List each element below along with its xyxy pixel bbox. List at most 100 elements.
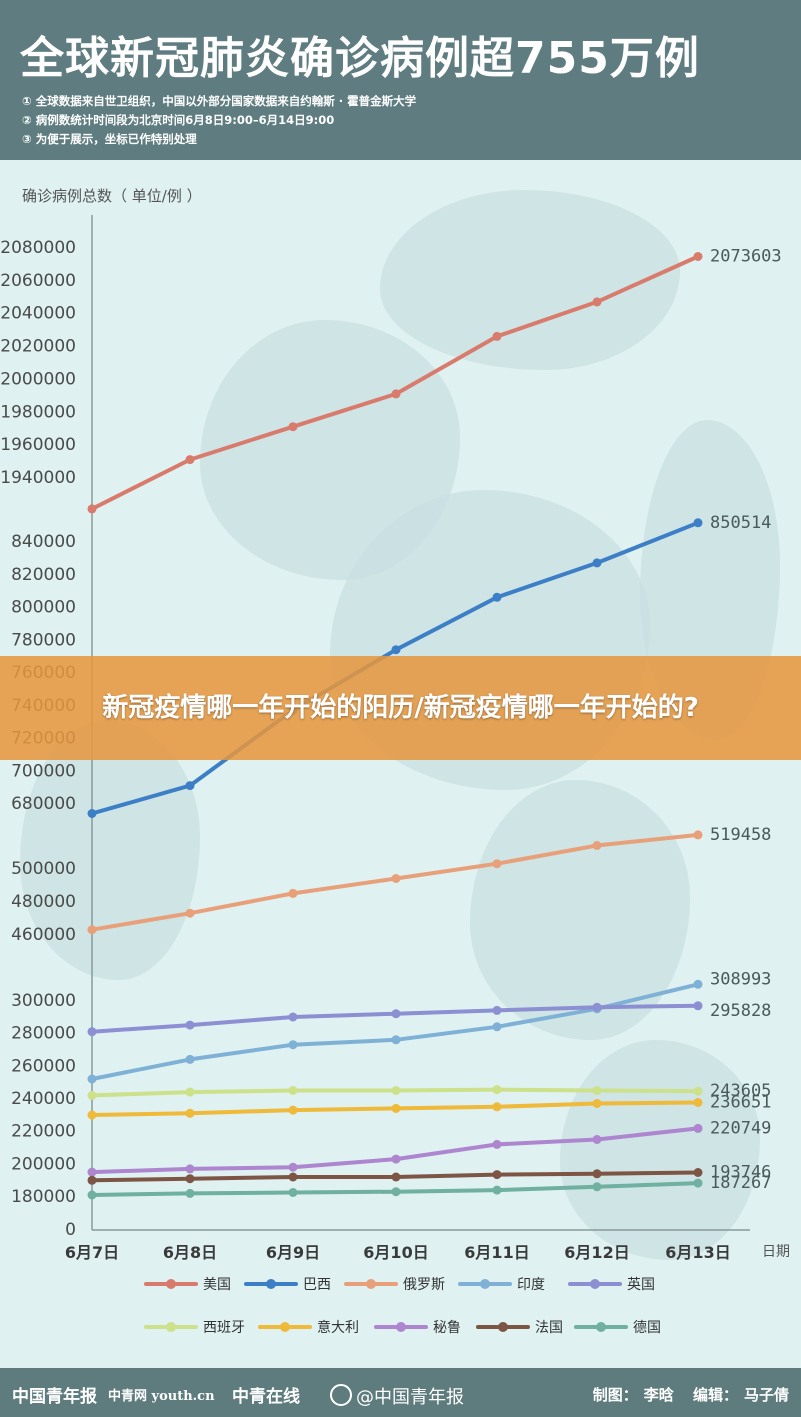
data-point (693, 1123, 703, 1133)
x-tick-label: 6月9日 (266, 1243, 320, 1262)
banner-text: 新冠疫情哪一年开始的阳历/新冠疫情哪一年开始的? (102, 693, 699, 723)
legend-marker (596, 1322, 606, 1332)
data-point (391, 645, 401, 655)
line-chart: 确诊病例总数（ 单位/例 ） 日期 2080000 2060000 2040000 2… (0, 187, 790, 1336)
y-tick-label: 220000 (11, 1122, 76, 1142)
end-value-label: 193746 (710, 1163, 771, 1183)
data-point (185, 1108, 195, 1118)
notes: ① 全球数据来自世卫组织，中国以外部分国家数据来自约翰斯 · 霍普金斯大学 ② … (22, 92, 416, 149)
x-tick-label: 6月7日 (65, 1243, 119, 1262)
legend-label: 法国 (535, 1320, 563, 1336)
y-tick-label: 680000 (11, 794, 76, 814)
y-tick-label: 840000 (11, 532, 76, 552)
y-tick-label: 780000 (11, 630, 76, 650)
data-point (391, 1086, 401, 1095)
data-point (391, 1035, 401, 1045)
data-point (391, 1172, 401, 1182)
data-point (693, 1168, 703, 1177)
end-value-label: 243605 (710, 1081, 771, 1101)
data-point (288, 1105, 298, 1115)
x-axis-label: 日期 (762, 1244, 790, 1260)
legend-marker (396, 1322, 406, 1332)
data-point (391, 1009, 401, 1019)
note-1: ① 全球数据来自世卫组织，中国以外部分国家数据来自约翰斯 · 霍普金斯大学 (22, 94, 417, 108)
data-point (391, 389, 401, 399)
data-point (87, 1090, 97, 1100)
legend-marker (266, 1279, 276, 1289)
data-point (693, 979, 703, 989)
data-point (492, 1022, 502, 1032)
data-point (592, 297, 602, 307)
data-point (592, 1169, 602, 1179)
y-tick-label: 2020000 (0, 337, 76, 357)
y-tick-label: 180000 (11, 1187, 76, 1207)
credit-editor-label: 编辑： (692, 1386, 738, 1404)
x-tick-labels: 6月7日 6月8日 6月9日 6月10日 6月11日 6月12日 6月13日 (65, 1243, 731, 1262)
logo-youth: 中青网 youth.cn (108, 1389, 215, 1404)
data-point (391, 1154, 401, 1164)
data-point (87, 1167, 97, 1177)
data-point (87, 809, 97, 818)
data-point (87, 1074, 97, 1084)
data-point (492, 1102, 502, 1112)
end-value-label: 308993 (710, 969, 771, 989)
x-tick-label: 6月11日 (464, 1243, 529, 1262)
data-point (592, 1099, 602, 1108)
data-point (87, 1175, 97, 1185)
end-value-label: 519458 (710, 825, 771, 845)
y-tick-label: 2040000 (0, 304, 76, 324)
data-point (693, 830, 703, 840)
data-point (185, 1174, 195, 1184)
legend-marker (498, 1322, 508, 1332)
data-point (87, 1110, 97, 1120)
data-point (592, 1182, 602, 1192)
legend-marker (166, 1322, 176, 1332)
end-value-label: 220749 (710, 1118, 771, 1138)
end-value-label: 2073603 (710, 247, 782, 267)
weibo-icon (330, 1384, 352, 1406)
data-point (693, 252, 703, 261)
y-tick-label: 1960000 (0, 435, 76, 455)
data-point (592, 1086, 602, 1095)
y-tick-label: 0 (65, 1220, 76, 1240)
weibo-text: @中国青年报 (356, 1387, 464, 1408)
y-tick-label: 820000 (11, 565, 76, 585)
data-point (288, 1188, 298, 1197)
data-point (492, 1170, 502, 1180)
data-point (391, 1187, 401, 1197)
data-point (288, 1086, 298, 1095)
weibo-handle: @中国青年报 (330, 1383, 464, 1409)
world-map-background (0, 160, 801, 1368)
data-point (592, 1135, 602, 1144)
credit-editor: 马子倩 (743, 1386, 789, 1404)
credits: 制图： 李晗 编辑： 马子倩 (587, 1384, 789, 1405)
data-point (592, 558, 602, 568)
x-tick-label: 6月12日 (564, 1243, 629, 1262)
legend-label: 巴西 (303, 1277, 331, 1293)
overlay-banner: 新冠疫情哪一年开始的阳历/新冠疫情哪一年开始的? (0, 656, 801, 760)
data-point (492, 331, 502, 341)
data-point (185, 1020, 195, 1030)
series-line-0 (90, 254, 700, 511)
y-tick-label: 2080000 (0, 238, 76, 258)
data-point (492, 1139, 502, 1149)
data-point (693, 1178, 703, 1188)
y-tick-label: 240000 (11, 1089, 76, 1109)
y-tick-label: 460000 (11, 925, 76, 945)
legend-label: 德国 (633, 1320, 661, 1336)
credit-maker: 李晗 (643, 1386, 674, 1404)
end-value-label: 295828 (710, 1001, 771, 1021)
data-point (185, 1087, 195, 1097)
data-point (288, 1162, 298, 1172)
legend-marker (480, 1279, 490, 1289)
data-point (87, 504, 97, 514)
data-point (185, 1054, 195, 1064)
data-point (391, 1103, 401, 1113)
y-tick-label: 300000 (11, 991, 76, 1011)
x-tick-label: 6月13日 (665, 1243, 730, 1262)
data-point (87, 1027, 97, 1037)
data-point (592, 841, 602, 850)
y-tick-label: 260000 (11, 1056, 76, 1076)
data-point (693, 1001, 703, 1011)
x-tick-label: 6月8日 (163, 1243, 217, 1262)
